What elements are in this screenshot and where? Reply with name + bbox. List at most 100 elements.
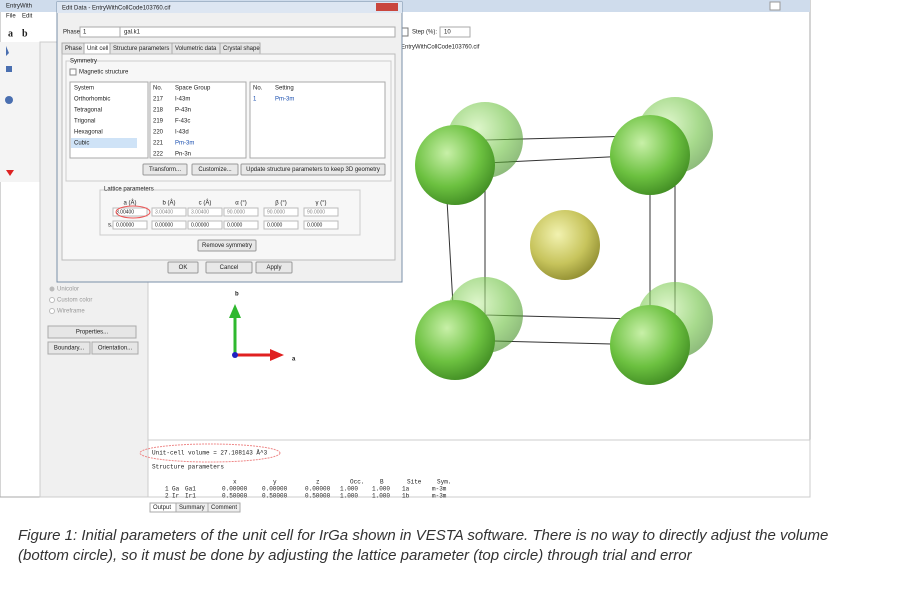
button[interactable] (91, 341, 139, 355)
button-label[interactable]: Customize... (198, 167, 232, 173)
sg-symbol[interactable]: F-43c (175, 119, 190, 125)
tab[interactable] (207, 502, 241, 513)
list-header: Space Group (175, 86, 211, 92)
button[interactable] (205, 261, 253, 274)
tool[interactable]: b (22, 28, 28, 39)
sg-number[interactable]: 218 (153, 108, 164, 114)
system-item[interactable]: Hexagonal (74, 130, 103, 136)
button[interactable] (191, 163, 239, 176)
setting-number[interactable]: 1 (253, 97, 257, 103)
input[interactable] (151, 220, 187, 230)
su-value[interactable]: 0.00000 (155, 222, 173, 228)
input[interactable] (187, 220, 223, 230)
tool[interactable]: a (8, 28, 13, 39)
input[interactable] (303, 207, 339, 217)
cell: Ga1 (185, 486, 196, 493)
cell: m-3m (432, 486, 447, 493)
sg-number[interactable]: 219 (153, 119, 164, 125)
tab-label[interactable]: Structure parameters (113, 46, 169, 52)
su-value[interactable]: 0.00000 (116, 222, 134, 228)
button-label[interactable]: Properties... (76, 330, 109, 336)
input[interactable] (223, 220, 259, 230)
sg-symbol[interactable]: I-43m (175, 97, 190, 103)
lattice-value[interactable]: 3.00400 (155, 209, 173, 215)
button[interactable] (197, 239, 257, 252)
tab-label[interactable]: Summary (179, 505, 205, 511)
input[interactable] (112, 207, 148, 217)
sg-symbol[interactable]: Pm-3m (175, 141, 194, 147)
button-label[interactable]: Apply (266, 265, 281, 271)
axis-label: a (292, 357, 296, 363)
lattice-value[interactable]: 90.0000 (307, 209, 325, 215)
button-label[interactable]: Update structure parameters to keep 3D g… (246, 167, 380, 173)
lattice-header: a (Å) (123, 200, 136, 207)
tab-label[interactable]: Crystal shape (223, 46, 260, 52)
sg-number[interactable]: 221 (153, 141, 164, 147)
su-value[interactable]: 0.0000 (267, 222, 283, 228)
button-label[interactable]: Orientation... (98, 346, 133, 352)
input[interactable] (263, 207, 299, 217)
input[interactable] (151, 207, 187, 217)
system-item[interactable]: Trigonal (74, 119, 95, 125)
button-label[interactable]: Transform... (149, 167, 181, 173)
su-value[interactable]: 0.00000 (191, 222, 209, 228)
button-label[interactable]: Remove symmetry (202, 243, 252, 249)
sg-number[interactable]: 217 (153, 97, 164, 103)
column-header: B (380, 479, 384, 486)
button[interactable] (167, 261, 199, 274)
menu[interactable]: File (6, 14, 16, 20)
tab-label[interactable]: Volumetric data (175, 46, 217, 52)
lattice-value[interactable]: 90.0000 (227, 209, 245, 215)
tab-label[interactable]: Phase (65, 46, 83, 52)
step-input[interactable] (439, 26, 471, 38)
setting-list[interactable] (249, 81, 386, 159)
input[interactable] (223, 207, 259, 217)
phase-value[interactable]: 1 (83, 30, 87, 36)
button[interactable] (47, 325, 137, 339)
phase-name[interactable]: gal.k1 (124, 30, 141, 36)
radio-label[interactable]: Wireframe (57, 309, 85, 315)
button-label[interactable]: OK (179, 265, 188, 271)
button[interactable] (240, 163, 386, 176)
input[interactable] (303, 220, 339, 230)
sg-symbol[interactable]: P-43n (175, 108, 191, 114)
lattice-value[interactable]: 3.00400 (116, 209, 134, 215)
button[interactable] (47, 341, 91, 355)
file-tab[interactable]: EntryWithCollCode103760.cif (401, 45, 480, 51)
checkbox-label[interactable]: Magnetic structure (79, 70, 129, 76)
setting-symbol[interactable]: Pm-3m (275, 97, 294, 103)
sg-symbol[interactable]: Pn-3n (175, 152, 191, 158)
button[interactable] (255, 261, 293, 274)
space-group-list[interactable] (149, 81, 247, 159)
su-value[interactable]: 0.0000 (307, 222, 323, 228)
input[interactable] (187, 207, 223, 217)
step-value[interactable]: 10 (444, 30, 451, 36)
close[interactable] (769, 1, 781, 11)
lattice-value[interactable]: 3.00400 (191, 209, 209, 215)
input[interactable] (112, 220, 148, 230)
checkbox[interactable] (69, 68, 77, 76)
phase-select[interactable] (119, 26, 396, 38)
sg-number[interactable]: 220 (153, 130, 164, 136)
radio-label[interactable]: Unicolor (57, 287, 79, 293)
system-item[interactable]: Cubic (74, 141, 89, 147)
sg-number[interactable]: 222 (153, 152, 164, 158)
button-label[interactable]: Cancel (220, 265, 239, 271)
button[interactable] (142, 163, 188, 176)
lattice-value[interactable]: 90.0000 (267, 209, 285, 215)
system-item[interactable]: Orthorhombic (74, 97, 110, 103)
tab-label[interactable]: Unit cell (87, 46, 108, 52)
radio-label[interactable]: Custom color (57, 298, 92, 304)
tab-label[interactable]: Comment (211, 505, 237, 511)
cell: 0.00000 (222, 486, 248, 493)
input[interactable] (263, 220, 299, 230)
sg-symbol[interactable]: I-43d (175, 130, 189, 136)
tab-label[interactable]: Output (153, 505, 171, 511)
system-item[interactable]: Tetragonal (74, 108, 102, 114)
menu[interactable]: Edit (22, 14, 33, 20)
button-label[interactable]: Boundary... (54, 346, 85, 352)
close[interactable] (376, 3, 398, 11)
list-header: No. (153, 86, 163, 92)
su-value[interactable]: 0.0000 (227, 222, 243, 228)
